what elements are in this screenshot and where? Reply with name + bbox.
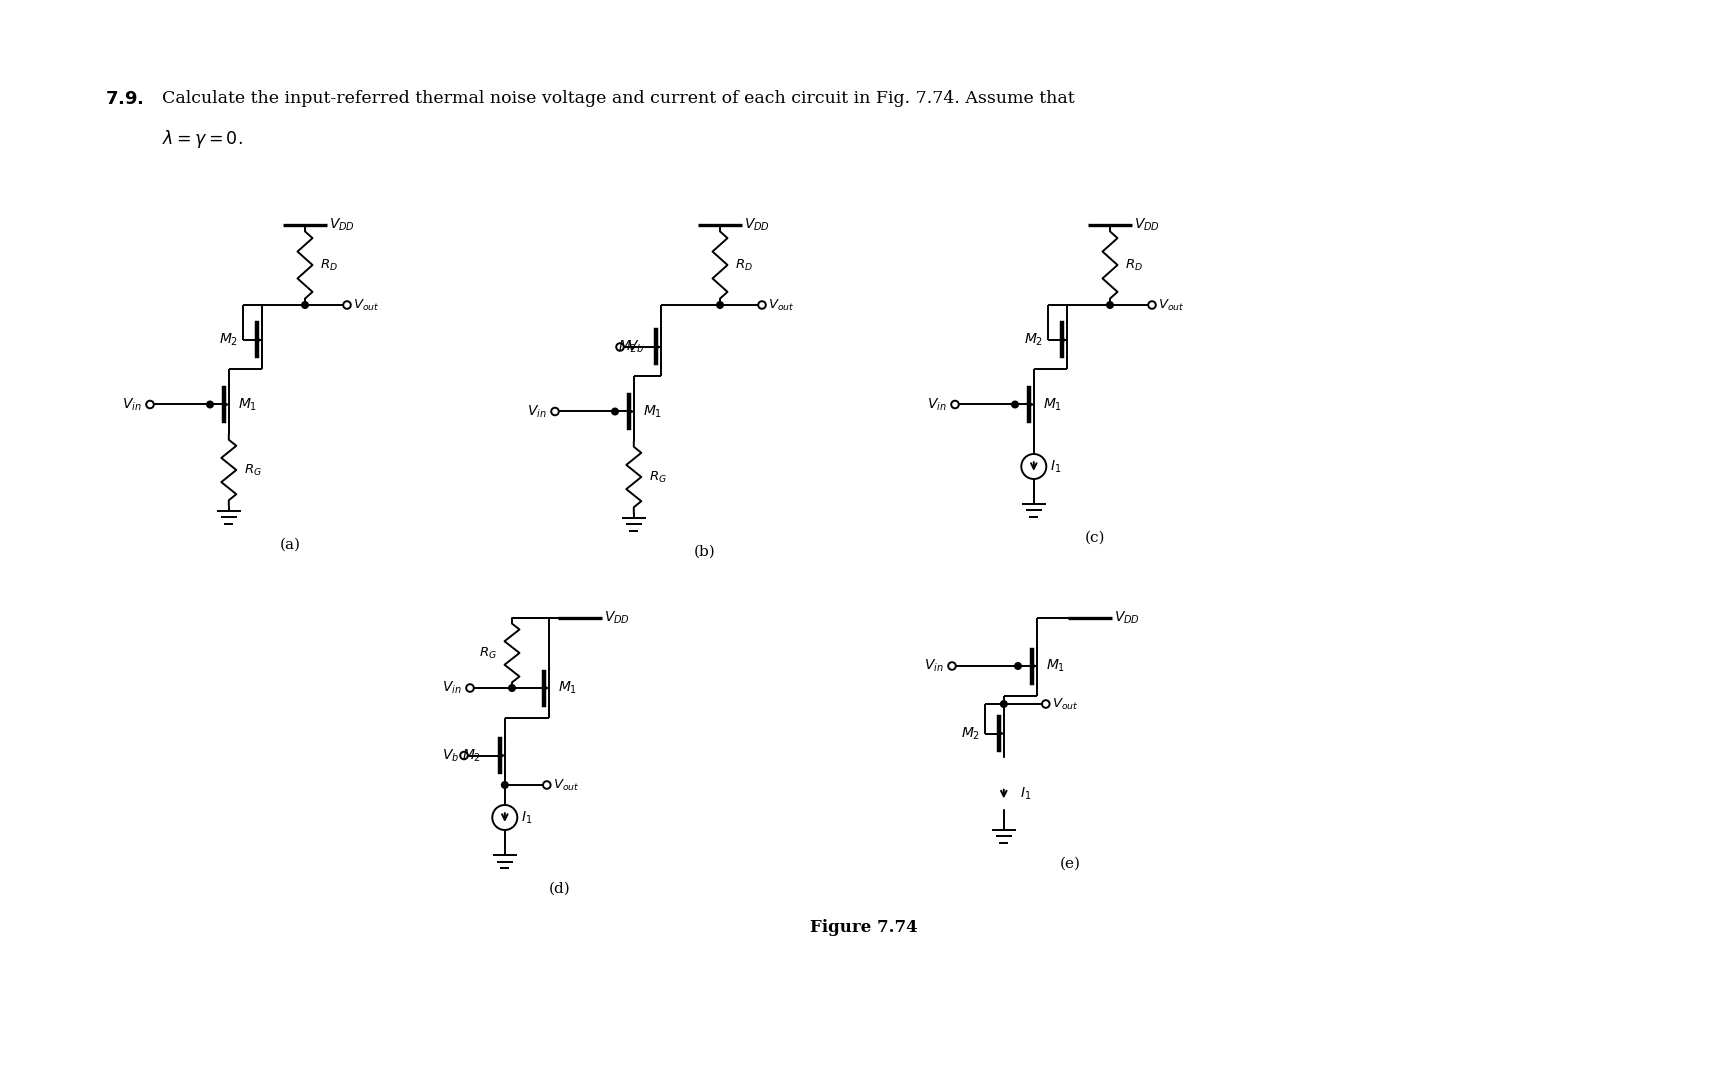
Text: $V_b$: $V_b$	[442, 747, 460, 764]
Text: $V_{DD}$: $V_{DD}$	[328, 217, 354, 233]
Circle shape	[501, 782, 508, 788]
Text: $V_{in}$: $V_{in}$	[123, 396, 142, 413]
Text: $V_{DD}$: $V_{DD}$	[745, 217, 771, 233]
Circle shape	[612, 408, 619, 415]
Text: $M_2$: $M_2$	[1023, 332, 1044, 348]
Circle shape	[717, 301, 724, 308]
Text: $V_{DD}$: $V_{DD}$	[1115, 610, 1140, 626]
Text: $M_2$: $M_2$	[619, 339, 638, 355]
Text: $\mathbf{7.9.}$: $\mathbf{7.9.}$	[105, 90, 143, 108]
Circle shape	[302, 301, 308, 308]
Text: (b): (b)	[695, 545, 715, 559]
Circle shape	[1106, 301, 1113, 308]
Text: $M_1$: $M_1$	[558, 679, 577, 697]
Text: $R_D$: $R_D$	[320, 257, 339, 272]
Circle shape	[1014, 663, 1021, 670]
Text: $V_{out}$: $V_{out}$	[353, 297, 380, 312]
Text: $V_{DD}$: $V_{DD}$	[1134, 217, 1159, 233]
Text: $\lambda = \gamma = 0.$: $\lambda = \gamma = 0.$	[162, 129, 242, 150]
Circle shape	[207, 401, 213, 408]
Bar	[983, 758, 1023, 808]
Text: $V_b$: $V_b$	[627, 339, 645, 355]
Circle shape	[1001, 701, 1007, 707]
Text: (a): (a)	[280, 538, 301, 552]
Text: $V_{in}$: $V_{in}$	[442, 679, 461, 697]
Text: $M_1$: $M_1$	[643, 403, 662, 420]
Circle shape	[508, 685, 515, 691]
Text: (d): (d)	[550, 882, 570, 896]
Text: $M_1$: $M_1$	[1042, 396, 1063, 413]
Text: $M_2$: $M_2$	[961, 726, 980, 742]
Text: Figure 7.74: Figure 7.74	[810, 919, 918, 936]
Text: $R_G$: $R_G$	[648, 470, 667, 485]
Text: $V_{in}$: $V_{in}$	[924, 658, 943, 674]
Text: $R_D$: $R_D$	[1125, 257, 1142, 272]
Text: $V_{in}$: $V_{in}$	[527, 403, 548, 420]
Text: $R_G$: $R_G$	[244, 462, 261, 477]
Text: $I_1$: $I_1$	[522, 809, 532, 826]
Text: $V_{out}$: $V_{out}$	[1158, 297, 1184, 312]
Text: $V_{in}$: $V_{in}$	[928, 396, 947, 413]
Text: $V_{out}$: $V_{out}$	[767, 297, 795, 312]
Circle shape	[1011, 401, 1018, 408]
Text: $V_{out}$: $V_{out}$	[1052, 697, 1078, 712]
Text: (c): (c)	[1085, 531, 1106, 545]
Text: $V_{DD}$: $V_{DD}$	[605, 610, 631, 626]
Text: $M_2$: $M_2$	[219, 332, 238, 348]
Text: Calculate the input-referred thermal noise voltage and current of each circuit i: Calculate the input-referred thermal noi…	[162, 90, 1075, 107]
Text: $I_1$: $I_1$	[1020, 786, 1032, 802]
Text: $M_2$: $M_2$	[461, 747, 480, 764]
Text: $V_{out}$: $V_{out}$	[553, 778, 579, 793]
Text: $R_G$: $R_G$	[479, 646, 498, 661]
Text: $I_1$: $I_1$	[1051, 458, 1061, 475]
Text: $M_1$: $M_1$	[238, 396, 257, 413]
Text: $R_D$: $R_D$	[734, 257, 753, 272]
Text: (e): (e)	[1059, 858, 1080, 870]
Text: $M_1$: $M_1$	[1045, 658, 1064, 674]
